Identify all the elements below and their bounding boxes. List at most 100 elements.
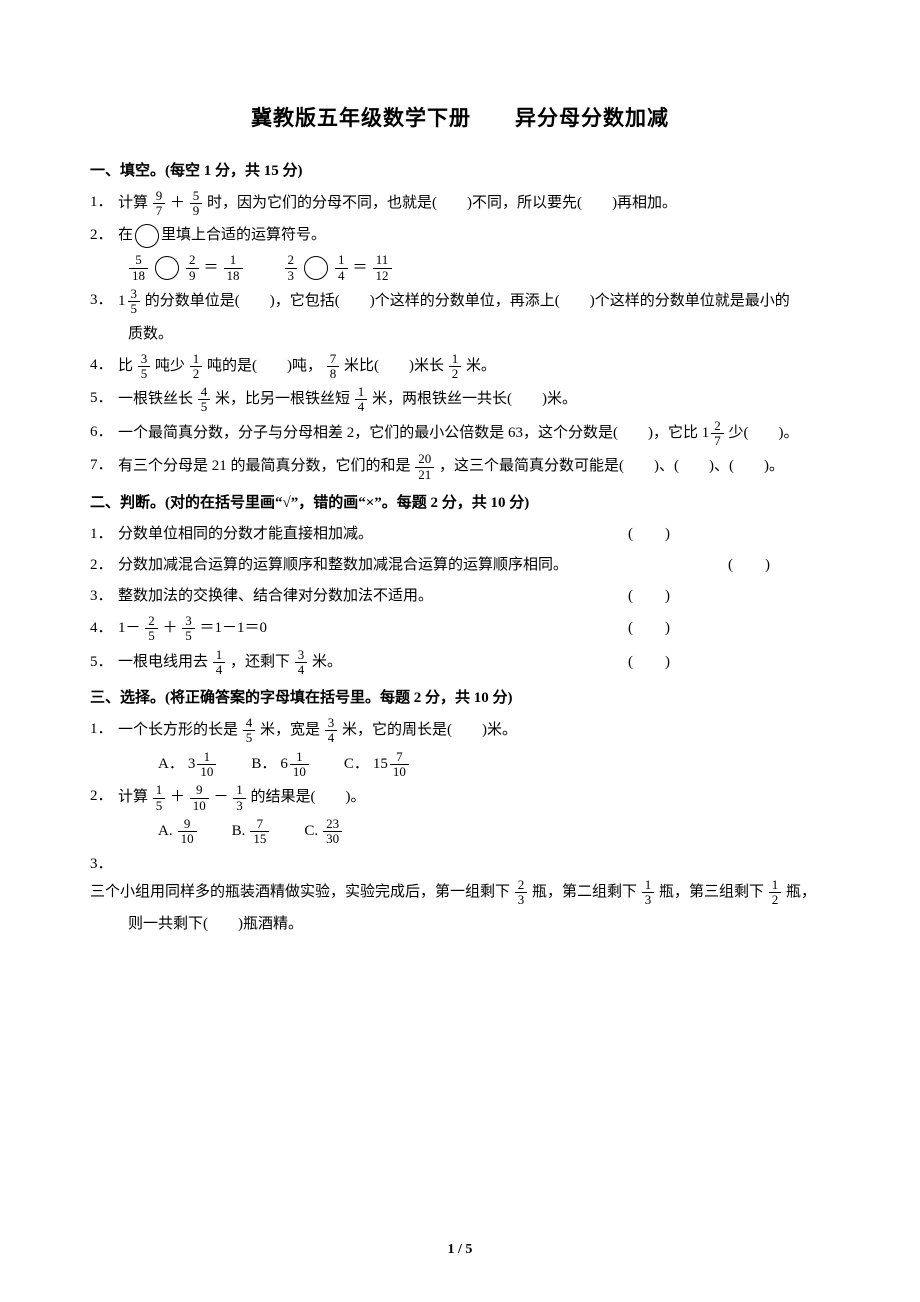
fraction: 35 [182, 614, 195, 644]
text: 三个小组用同样多的瓶装酒精做实验，实验完成后，第一组剩下 [90, 884, 510, 900]
fraction: 12 [190, 352, 203, 382]
fraction: 2021 [415, 452, 434, 482]
text: 吨的是( )吨， [207, 358, 322, 374]
text: 时，因为它们的分母不同，也就是( [207, 195, 437, 211]
choice-label: C． [344, 751, 369, 778]
text: 米，它的周长是( )米。 [342, 722, 517, 738]
page-footer: 1 / 5 [0, 1237, 920, 1262]
q-number: 3． [90, 287, 118, 314]
text: 米，宽是 [260, 722, 320, 738]
text: 米，比另一根铁丝短 [215, 391, 350, 407]
section-2-heading: 二、判断。(对的在括号里画“√”，错的画“×”。每题 2 分，共 10 分) [90, 490, 830, 517]
fraction: 13 [642, 878, 655, 908]
fraction: 12 [769, 878, 782, 908]
text: 里填上合适的运算符号。 [161, 227, 326, 243]
s1-q6: 6． 一个最简真分数，分子与分母相差 2，它们的最小公倍数是 63，这个分数是(… [90, 419, 830, 449]
q-number: 5． [90, 649, 118, 676]
fraction: 34 [325, 716, 338, 746]
s1-q1: 1． 计算 97 ＋ 59 时，因为它们的分母不同，也就是( )不同，所以要先(… [90, 189, 830, 219]
s3-q1: 1． 一个长方形的长是 45 米，宽是 34 米，它的周长是( )米。 [90, 716, 830, 746]
s2-q4: 4． 1－ 25 ＋ 35 ＝1－1＝0 [90, 614, 830, 644]
fraction: 45 [243, 716, 256, 746]
q-number: 2． [90, 783, 118, 810]
section-1-heading: 一、填空。(每空 1 分，共 15 分) [90, 158, 830, 185]
page-title: 冀教版五年级数学下册 异分母分数加减 [90, 100, 830, 138]
fraction: 118 [224, 253, 243, 283]
statement: 一根电线用去 14 ，还剩下 34 米。 [118, 648, 342, 678]
q-body: 有三个分母是 21 的最简真分数，它们的和是 2021 ，这三个最简真分数可能是… [118, 452, 830, 482]
text: )不同，所以要先( [467, 195, 582, 211]
text: 的分数单位是( )，它包括( )个这样的分数单位，再添上( )个这样的分数单位就… [145, 293, 790, 309]
q-number: 4． [90, 352, 118, 379]
q-number: 1． [90, 521, 118, 548]
fraction: 12 [449, 352, 462, 382]
s1-q4: 4． 比 35 吨少 12 吨的是( )吨， 78 米比( )米长 12 米。 [90, 352, 830, 382]
q-number: 2． [90, 552, 118, 579]
circle-blank [304, 256, 328, 280]
judge-blank [628, 583, 830, 610]
fraction: 715 [250, 817, 269, 847]
s3-q2-choices: A. 910 B. 715 C. 2330 [158, 817, 830, 847]
q-body: 一根铁丝长 45 米，比另一根铁丝短 14 米，两根铁丝一共长( )米。 [118, 385, 830, 415]
choice-label: C. [304, 818, 318, 845]
fraction: 14 [335, 253, 348, 283]
q-number: 2． [90, 222, 118, 249]
blank [437, 195, 467, 211]
text: 米比( )米长 [344, 358, 444, 374]
q-number: 5． [90, 385, 118, 412]
fraction: 518 [129, 253, 148, 283]
choice-a: A. 910 [158, 817, 198, 847]
fraction: 910 [178, 817, 197, 847]
mixed-number: 3110 [188, 750, 218, 780]
text: ＝1－1＝0 [200, 620, 268, 636]
equals-sign: ＝ [353, 255, 368, 282]
circle-blank [155, 256, 179, 280]
fraction: 15 [153, 783, 166, 813]
text: 比 [118, 358, 133, 374]
text: ，还剩下 [230, 654, 290, 670]
q-number: 1． [90, 716, 118, 743]
q-body: 在 里填上合适的运算符号。 [118, 222, 830, 249]
s1-q2: 2． 在 里填上合适的运算符号。 [90, 222, 830, 249]
choice-c: C． 15710 [344, 750, 410, 780]
text: 一根铁丝长 [118, 391, 193, 407]
s2-q3: 3． 整数加法的交换律、结合律对分数加法不适用。 [90, 583, 830, 610]
fraction: 97 [153, 189, 166, 219]
equals-sign: ＝ [204, 255, 219, 282]
circle-blank [135, 224, 159, 248]
text: 瓶，第二组剩下 [532, 884, 637, 900]
text: 计算 [118, 195, 148, 211]
s2-q1: 1． 分数单位相同的分数才能直接相加减。 [90, 521, 830, 548]
text: 瓶，第三组剩下 [659, 884, 764, 900]
plus-sign: ＋ [163, 620, 178, 636]
text: 在 [118, 227, 133, 243]
s3-q3: 3． 三个小组用同样多的瓶装酒精做实验，实验完成后，第一组剩下 23 瓶，第二组… [90, 851, 830, 908]
statement: 分数单位相同的分数才能直接相加减。 [118, 521, 373, 548]
s1-q5: 5． 一根铁丝长 45 米，比另一根铁丝短 14 米，两根铁丝一共长( )米。 [90, 385, 830, 415]
text: 瓶， [786, 884, 816, 900]
choice-label: A． [158, 751, 184, 778]
minus-sign: － [214, 790, 229, 806]
fraction: 34 [295, 648, 308, 678]
q-number: 6． [90, 419, 118, 446]
s3-q3-cont: 则一共剩下( )瓶酒精。 [128, 911, 830, 938]
fraction: 2330 [323, 817, 342, 847]
text: 少( )。 [729, 425, 799, 441]
fraction: 13 [233, 783, 246, 813]
choice-a: A． 3110 [158, 750, 217, 780]
fraction: 29 [186, 253, 199, 283]
s1-q7: 7． 有三个分母是 21 的最简真分数，它们的和是 2021 ，这三个最简真分数… [90, 452, 830, 482]
fraction: 1112 [373, 253, 392, 283]
s2-q5: 5． 一根电线用去 14 ，还剩下 34 米。 [90, 648, 830, 678]
q-body: 计算 15 ＋ 910 － 13 的结果是( )。 [118, 783, 830, 813]
q-number: 7． [90, 452, 118, 479]
expression-1: 518 29 ＝ 118 [128, 253, 244, 283]
statement: 分数加减混合运算的运算顺序和整数加减混合运算的运算顺序相同。 [118, 552, 568, 579]
s1-q2-expressions: 518 29 ＝ 118 23 14 ＝ 1112 [128, 253, 830, 283]
text: 米。 [466, 358, 496, 374]
q-body: 计算 97 ＋ 59 时，因为它们的分母不同，也就是( )不同，所以要先( )再… [118, 189, 830, 219]
fraction: 35 [138, 352, 151, 382]
judge-blank [628, 649, 830, 676]
text: 计算 [118, 790, 148, 806]
fraction: 23 [285, 253, 298, 283]
